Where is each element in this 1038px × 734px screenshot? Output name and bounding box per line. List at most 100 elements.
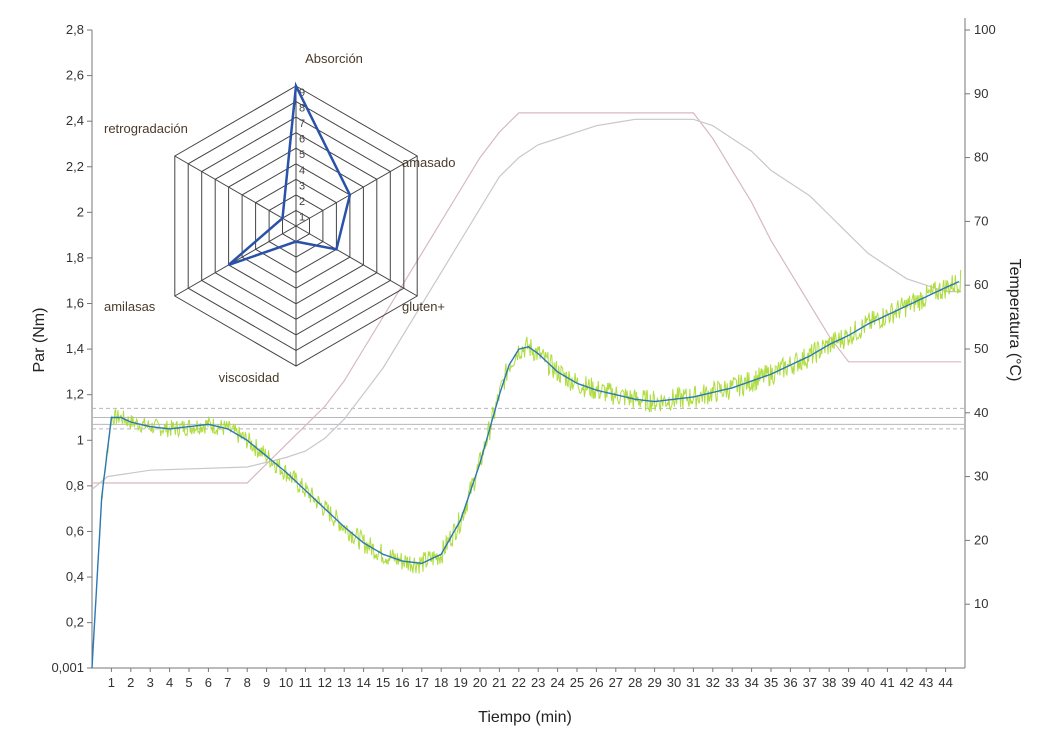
x-tick-label: 8 xyxy=(244,675,251,690)
x-tick-label: 23 xyxy=(531,675,545,690)
radar-axis-label: amasado xyxy=(402,155,455,170)
right-axis-ticks: 10 20 30 40 50 60 70 80 90 100 xyxy=(965,22,996,611)
radar-spoke xyxy=(174,155,297,227)
x-tick-label: 5 xyxy=(185,675,192,690)
left-tick-label: 0,8 xyxy=(66,478,84,493)
x-tick-label: 21 xyxy=(492,675,506,690)
x-tick-label: 31 xyxy=(686,675,700,690)
x-tick-label: 28 xyxy=(628,675,642,690)
radar-spoke xyxy=(295,225,418,297)
temperature-series-line xyxy=(92,112,962,484)
x-tick-label: 3 xyxy=(147,675,154,690)
x-tick-label: 25 xyxy=(570,675,584,690)
x-axis-ticks: 1 2 3 4 5 6 7 8 9 10 11 12 13 14 15 16 17 18 19 20 21 22 23 24 2… xyxy=(108,668,953,690)
left-tick-label: 0,2 xyxy=(66,615,84,630)
radar-data-polygon xyxy=(227,81,352,267)
x-tick-label: 35 xyxy=(764,675,778,690)
x-tick-label: 41 xyxy=(880,675,894,690)
x-tick-label: 14 xyxy=(356,675,370,690)
x-tick-label: 34 xyxy=(744,675,758,690)
radar-scale-number: 5 xyxy=(299,149,305,161)
x-tick-label: 22 xyxy=(512,675,526,690)
radar-scale-number: 7 xyxy=(299,118,305,130)
right-tick-label: 100 xyxy=(974,22,996,37)
radar-scale-number: 8 xyxy=(299,103,305,115)
radar-axis-label: viscosidad xyxy=(219,370,280,385)
x-tick-label: 9 xyxy=(263,675,270,690)
x-tick-label: 7 xyxy=(224,675,231,690)
x-tick-label: 44 xyxy=(938,675,952,690)
left-tick-label: 2,4 xyxy=(66,113,84,128)
radar-scale-number: 9 xyxy=(299,87,305,99)
x-tick-label: 27 xyxy=(609,675,623,690)
x-tick-label: 33 xyxy=(725,675,739,690)
x-tick-label: 13 xyxy=(337,675,351,690)
left-axis-ticks: 0,001 0,2 0,4 0,6 0,8 1 1,2 1,4 1,6 1,8 2 2,2 2,4 2,6… xyxy=(51,22,92,675)
left-tick-label: 1,8 xyxy=(66,250,84,265)
left-tick-label: 2,6 xyxy=(66,68,84,83)
left-tick-label: 2,8 xyxy=(66,22,84,37)
x-tick-label: 29 xyxy=(647,675,661,690)
x-tick-label: 15 xyxy=(376,675,390,690)
torque-noise-band xyxy=(97,269,962,574)
torque-series-line xyxy=(91,280,960,669)
x-axis-title: Tiempo (min) xyxy=(478,709,572,726)
x-tick-label: 16 xyxy=(395,675,409,690)
left-tick-label: 1,2 xyxy=(66,387,84,402)
radar-axis-label: Absorción xyxy=(305,51,363,66)
radar-axis-label: retrogradación xyxy=(104,121,188,136)
right-tick-label: 50 xyxy=(974,341,988,356)
radar-scale-number: 1 xyxy=(299,211,305,223)
x-tick-label: 32 xyxy=(706,675,720,690)
x-tick-label: 11 xyxy=(299,675,313,690)
x-tick-label: 18 xyxy=(434,675,448,690)
x-tick-label: 4 xyxy=(166,675,173,690)
right-tick-label: 70 xyxy=(974,213,988,228)
x-tick-label: 24 xyxy=(550,675,564,690)
right-axis-title: Temperatura (°C) xyxy=(1006,259,1023,382)
left-tick-label: 2 xyxy=(77,204,84,219)
left-tick-label: 1 xyxy=(77,432,84,447)
left-axis-title: Par (Nm) xyxy=(31,308,48,373)
x-tick-label: 42 xyxy=(900,675,914,690)
x-tick-label: 43 xyxy=(919,675,933,690)
reference-lines xyxy=(92,407,965,430)
radar-scale-number: 4 xyxy=(299,165,305,177)
x-tick-label: 26 xyxy=(589,675,603,690)
x-tick-label: 6 xyxy=(205,675,212,690)
right-tick-label: 90 xyxy=(974,86,988,101)
left-tick-label: 1,4 xyxy=(66,341,84,356)
temperature-series-line xyxy=(91,118,962,490)
x-tick-label: 12 xyxy=(318,675,332,690)
x-tick-label: 17 xyxy=(415,675,429,690)
x-tick-label: 37 xyxy=(803,675,817,690)
right-tick-label: 40 xyxy=(974,405,988,420)
radar-spoke xyxy=(295,155,418,227)
x-tick-label: 2 xyxy=(127,675,134,690)
radar-chart: 1 2 3 4 5 6 7 8 9 Absorción amasado gluten+ viscosid… xyxy=(104,51,455,385)
radar-spoke xyxy=(174,225,297,297)
x-tick-label: 39 xyxy=(841,675,855,690)
right-tick-label: 10 xyxy=(974,596,988,611)
radar-axis-label: amilasas xyxy=(104,299,156,314)
x-tick-label: 38 xyxy=(822,675,836,690)
x-tick-label: 19 xyxy=(453,675,467,690)
radar-axis-label: gluten+ xyxy=(402,299,445,314)
right-tick-label: 20 xyxy=(974,532,988,547)
x-tick-label: 36 xyxy=(783,675,797,690)
right-tick-label: 30 xyxy=(974,469,988,484)
radar-scale-number: 6 xyxy=(299,134,305,146)
left-tick-label: 0,001 xyxy=(51,660,84,675)
radar-scale-number: 2 xyxy=(299,196,305,208)
radar-scale-number: 3 xyxy=(299,180,305,192)
left-tick-label: 1,6 xyxy=(66,296,84,311)
x-tick-label: 1 xyxy=(108,675,115,690)
right-tick-label: 60 xyxy=(974,277,988,292)
left-tick-label: 2,2 xyxy=(66,159,84,174)
x-tick-label: 30 xyxy=(667,675,681,690)
left-tick-label: 0,4 xyxy=(66,569,84,584)
right-tick-label: 80 xyxy=(974,150,988,165)
x-tick-label: 10 xyxy=(279,675,293,690)
